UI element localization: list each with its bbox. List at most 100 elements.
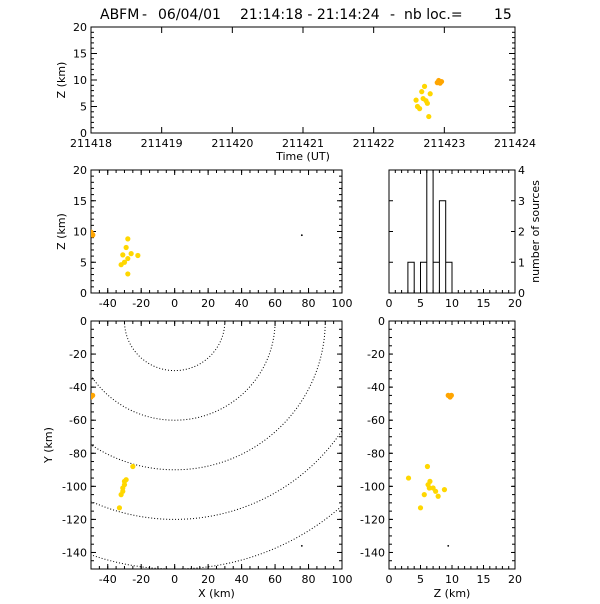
time-height-y-axis: 0 5 10 15 20: [73, 21, 515, 140]
x-tick-label: 211424: [494, 137, 536, 150]
x-tick-label: 20: [508, 573, 522, 586]
x-tick-label: 211418: [70, 137, 112, 150]
y-tick-label: 1: [518, 256, 525, 269]
x-tick-label: -20: [132, 573, 150, 586]
y-tick-label: 20: [73, 21, 87, 34]
source-point-5: [118, 492, 124, 498]
y-tick-label: 4: [518, 164, 525, 177]
x-tick-label: 0: [171, 297, 178, 310]
histogram-bar-6: [446, 262, 452, 293]
y-tick-label: 5: [80, 101, 87, 114]
y-tick-label: 0: [378, 315, 385, 328]
title-separator-2: -: [390, 7, 395, 23]
height-y-x-axis: 0 5 10 15 20: [386, 321, 522, 586]
x-tick-label: -20: [132, 297, 150, 310]
y-tick-label: -20: [69, 348, 87, 361]
source-point-2: [417, 106, 423, 112]
x-tick-label: 100: [332, 297, 353, 310]
source-point-11: [91, 232, 96, 238]
height-histogram-y-axis: 0 1 2 3 4: [389, 164, 525, 300]
source-point-7: [125, 255, 131, 262]
x-tick-label: 0: [386, 573, 393, 586]
y-tick-label: -40: [367, 381, 385, 394]
source-point-14: [447, 544, 450, 547]
x-height-y-axis: 0 5 10 15 20: [73, 164, 342, 300]
x-tick-label: 100: [332, 573, 353, 586]
height-histogram-y-label: number of sources: [529, 180, 542, 283]
time-height-x-label: Time (UT): [275, 150, 330, 163]
x-tick-label: 40: [235, 573, 249, 586]
y-tick-label: 2: [518, 226, 525, 239]
x-tick-label: 10: [445, 297, 459, 310]
x-tick-label: 60: [268, 297, 282, 310]
histogram-bar-0: [408, 262, 414, 293]
histogram-bar-5: [439, 201, 445, 293]
y-tick-label: 15: [73, 48, 87, 61]
title-separator: -: [142, 7, 147, 23]
x-tick-label: 20: [201, 297, 215, 310]
y-tick-label: -100: [360, 480, 385, 493]
height-histogram-x-axis: 0 5 10 15 20: [386, 170, 522, 310]
source-point-0: [405, 475, 412, 481]
y-tick-label: 0: [80, 287, 87, 300]
x-tick-label: 5: [417, 573, 424, 586]
y-tick-label: 15: [73, 195, 87, 208]
time-height-y-label: Z (km): [55, 62, 68, 99]
time-height-frame: [90, 26, 516, 134]
source-point-9: [91, 394, 94, 400]
title-date: 06/04/01: [158, 7, 221, 23]
source-point-13: [438, 78, 445, 85]
x-tick-label: 20: [201, 573, 215, 586]
y-tick-label: 20: [73, 164, 87, 177]
source-point-10: [441, 487, 448, 493]
y-tick-label: -80: [367, 447, 385, 460]
x-tick-label: 10: [445, 573, 459, 586]
y-tick-label: -40: [69, 381, 87, 394]
source-point-0: [130, 463, 136, 470]
title-count: 15: [494, 7, 512, 23]
histogram-bars: [389, 169, 515, 294]
plan-view-points: [91, 392, 303, 547]
x-tick-label: 80: [302, 297, 316, 310]
plan-view-y-axis: 0 -20 -40 -60 -80 -100 -120 -140: [62, 315, 342, 570]
source-point-0: [125, 236, 131, 242]
source-point-12: [300, 234, 303, 237]
x-tick-label: 20: [508, 297, 522, 310]
range-rings: [91, 321, 342, 569]
source-point-10: [300, 544, 303, 547]
figure-title: ABFM - 06/04/01 21:14:18 - 21:14:24 - nb…: [100, 7, 512, 23]
y-tick-label: -20: [367, 348, 385, 361]
x-height-y-label: Z (km): [55, 213, 68, 250]
histogram-bar-4: [433, 262, 439, 293]
plan-view-x-axis: -40 -20 0 20 40 60 80 100: [90, 321, 353, 586]
plan-view-y-label: Y (km): [42, 427, 55, 464]
range-ring-30km: [123, 321, 226, 372]
histogram-bar-2: [421, 262, 427, 293]
source-point-4: [120, 252, 126, 258]
y-tick-label: -60: [69, 414, 87, 427]
title-count-label: nb loc.=: [404, 7, 463, 23]
y-tick-label: -60: [367, 414, 385, 427]
source-point-5: [426, 485, 432, 491]
source-point-5: [421, 83, 428, 89]
time-height-panel: 211418 211419 211420 211421 211422 211423 2114…: [55, 21, 536, 163]
source-point-3: [135, 252, 141, 259]
x-tick-label: -40: [99, 573, 117, 586]
title-prefix: ABFM: [100, 7, 139, 23]
height-y-points: [405, 392, 454, 547]
x-height-points: [91, 229, 303, 277]
x-tick-label: 211419: [141, 137, 183, 150]
range-ring-60km: [91, 321, 276, 421]
plan-view-panel: -40 -20 0 20 40 60 80 1000-20-40-60-80-100-120-…: [42, 315, 353, 600]
histogram-outline: [389, 169, 515, 294]
y-tick-label: -120: [62, 513, 87, 526]
y-tick-label: -80: [69, 447, 87, 460]
plan-view-frame: [90, 320, 343, 570]
y-tick-label: -140: [62, 546, 87, 559]
source-point-13: [448, 392, 454, 398]
x-tick-label: 40: [235, 297, 249, 310]
source-point-8: [433, 488, 439, 494]
height-y-y-axis: 0 -20 -40 -60 -80 -100 -120 -140: [360, 315, 515, 570]
